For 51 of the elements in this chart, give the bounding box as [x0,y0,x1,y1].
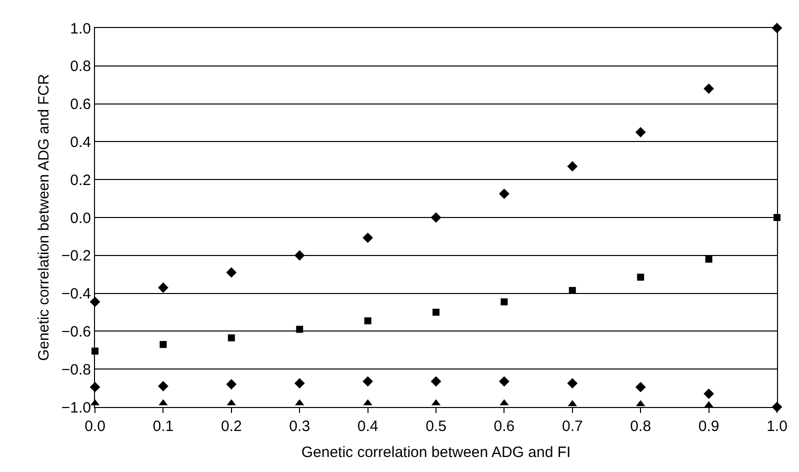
x-tick-label: 0.8 [630,418,652,435]
y-tick-label: −0.8 [61,361,91,378]
point [635,127,646,138]
point [567,378,578,389]
point [362,376,373,387]
y-tick-label: −0.6 [61,323,91,340]
y-tick-label: 0.0 [70,210,91,227]
point [705,256,712,263]
point [226,267,237,278]
point [567,161,578,172]
point [499,188,510,200]
x-tick-label: 0.1 [152,418,174,435]
y-tick-label: −0.4 [61,286,91,303]
point [158,282,168,293]
x-tick-label: 0.6 [494,418,515,435]
point [294,250,305,261]
point [430,212,442,223]
x-tick-label: 1.0 [766,418,788,435]
y-tick-label: 0.8 [70,58,91,76]
point [296,326,304,333]
y-axis-title: Genetic correlation between ADG and FCR [36,74,53,361]
point [364,317,372,324]
x-tick-label: 0.4 [357,418,378,435]
x-tick-label: 0.3 [289,418,310,435]
y-tick-label: 0.2 [70,172,91,189]
x-tick-label: 0.2 [220,418,242,435]
point [568,286,576,294]
y-tick-label: −1.0 [61,399,91,416]
point [228,334,235,342]
y-tick-label: 1.0 [70,20,91,38]
x-tick-label: 0.5 [426,418,446,435]
point [226,379,237,390]
x-tick-label: 0.9 [698,418,720,435]
point [500,298,508,306]
point [160,340,167,348]
point [294,378,305,389]
point [499,376,510,387]
point [432,308,440,316]
point [430,376,442,387]
point [704,83,714,94]
x-tick-label: 0.0 [84,418,106,435]
point [362,232,373,243]
x-tick-label: 0.7 [562,418,583,435]
point [637,274,644,281]
point [704,388,714,399]
y-tick-label: −0.2 [61,248,91,265]
point [158,380,168,392]
point [635,382,646,392]
y-tick-label: 0.6 [70,96,91,114]
x-axis-title: Genetic correlation between ADG and FI [301,444,571,461]
y-tick-label: 0.4 [70,134,91,151]
